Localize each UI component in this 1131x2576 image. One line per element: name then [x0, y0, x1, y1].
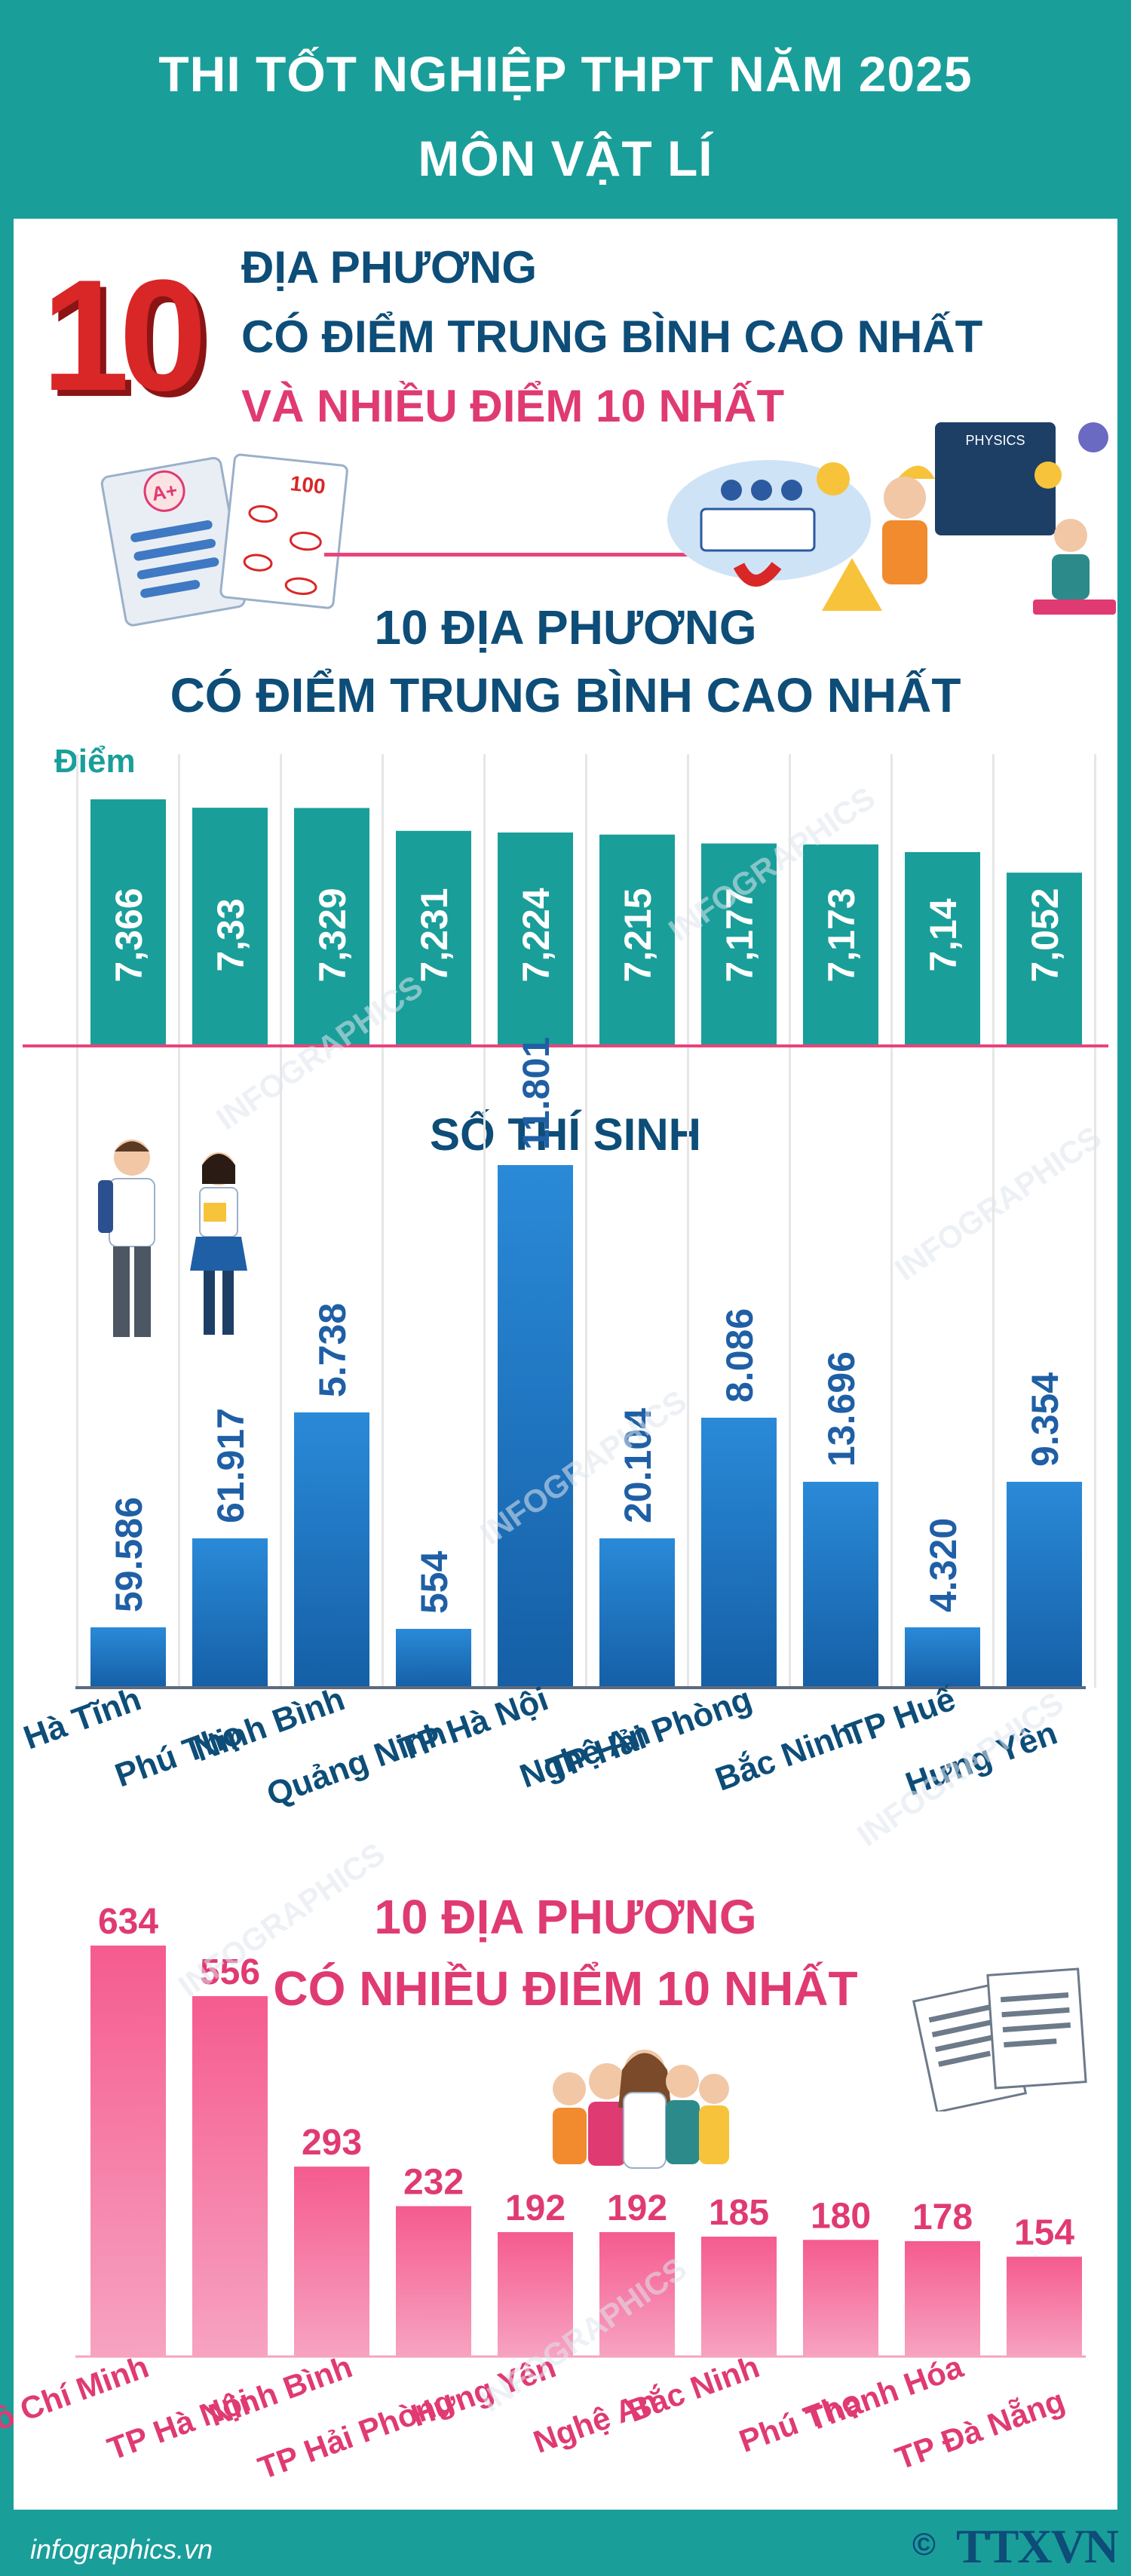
score10-x-label: Bắc Ninh	[623, 2348, 764, 2428]
paper-grade-text: A+	[150, 479, 179, 505]
candidates-value-label: 11.801	[515, 1037, 557, 1150]
score10-bar	[701, 2236, 777, 2357]
intro-line3: VÀ NHIỀU ĐIỂM 10 NHẤT	[241, 381, 785, 431]
score10-value-label: 293	[302, 2123, 362, 2163]
candidates-bar	[905, 1627, 980, 1688]
score10-bar	[599, 2231, 675, 2357]
score-bar	[905, 851, 980, 1044]
score-bar	[90, 799, 166, 1044]
score10-value-label: 178	[912, 2197, 973, 2237]
students-group-illustration	[553, 2050, 729, 2169]
section1-y-axis-label: Điểm	[54, 743, 136, 780]
score-bar	[498, 832, 573, 1044]
candidates-value-label: 61.917	[210, 1408, 252, 1523]
score10-value-label: 154	[1014, 2213, 1074, 2253]
candidates-bar	[498, 1165, 573, 1688]
frame-left	[0, 0, 14, 2576]
candidates-value-label: 4.320	[922, 1518, 964, 1612]
watermark-text: INFOGRAPHICS	[172, 1835, 391, 2004]
big-ten-number: 10	[41, 247, 207, 424]
score-value-label: 7,231	[413, 888, 455, 982]
score-value-label: 7,052	[1024, 888, 1066, 982]
section1-title: 10 ĐỊA PHƯƠNG	[374, 600, 757, 655]
frame-right	[1117, 0, 1131, 2576]
candidates-bar	[1007, 1482, 1082, 1688]
candidates-value-label: 20.104	[617, 1408, 659, 1523]
candidates-x-label: Bắc Ninh	[710, 1713, 858, 1798]
score-bar	[701, 843, 777, 1044]
score-bar	[1007, 872, 1082, 1044]
students-illustration	[98, 1139, 247, 1337]
score10-value-label: 232	[403, 2163, 464, 2203]
physics-board-text: PHYSICS	[965, 433, 1025, 448]
candidates-value-label: 13.696	[820, 1351, 863, 1467]
candidates-value-label: 9.354	[1024, 1372, 1066, 1467]
score-value-label: 7,215	[617, 888, 659, 982]
score-bar	[192, 808, 268, 1044]
intro-line2: CÓ ĐIỂM TRUNG BÌNH CAO NHẤT	[241, 311, 983, 362]
score-value-label: 7,33	[210, 898, 252, 971]
watermark-text: INFOGRAPHICS	[888, 1119, 1108, 1287]
score10-value-label: 185	[709, 2193, 769, 2233]
candidates-bar	[701, 1418, 777, 1688]
score10-bar	[905, 2240, 980, 2357]
score-value-label: 7,14	[922, 898, 964, 972]
exam-sheets-illustration	[912, 1967, 1087, 2111]
header-title-line1: THI TỐT NGHIỆP THPT NĂM 2025	[158, 46, 973, 102]
score10-bar	[192, 1996, 268, 2357]
section3-subtitle: CÓ NHIỀU ĐIỂM 10 NHẤT	[273, 1961, 858, 2016]
section3-title: 10 ĐỊA PHƯƠNG	[374, 1890, 757, 1944]
candidates-value-label: 5.738	[311, 1303, 354, 1397]
score10-bar	[1007, 2256, 1082, 2357]
header-banner: THI TỐT NGHIỆP THPT NĂM 2025 MÔN VẬT LÍ	[0, 0, 1131, 219]
paper-score-text: 100	[289, 471, 326, 498]
score10-value-label: 192	[505, 2188, 566, 2228]
candidates-value-label: 59.586	[108, 1497, 150, 1612]
score-bar	[294, 808, 369, 1044]
score10-bar	[90, 1946, 166, 2357]
candidates-value-label: 8.086	[719, 1308, 761, 1403]
score-value-label: 7,173	[820, 888, 863, 982]
header-title-line2: MÔN VẬT LÍ	[418, 130, 713, 186]
score-value-label: 7,329	[311, 888, 354, 982]
score-bar	[803, 844, 878, 1044]
score10-bar	[803, 2240, 878, 2357]
score-value-label: 7,177	[719, 888, 761, 982]
footer-bar	[0, 2510, 1131, 2576]
section1-subtitle: CÓ ĐIỂM TRUNG BÌNH CAO NHẤT	[170, 668, 961, 722]
physics-lab-illustration: PHYSICS	[667, 422, 1116, 615]
score-value-label: 7,224	[515, 888, 557, 982]
score-bar	[396, 830, 471, 1044]
score-bar	[599, 834, 675, 1044]
score10-value-label: 192	[607, 2188, 667, 2228]
score10-bar	[396, 2206, 471, 2357]
ttxvn-logo: TTXVN	[956, 2519, 1119, 2573]
footer-website: infographics.vn	[30, 2534, 213, 2565]
score10-bar	[498, 2231, 573, 2357]
score10-value-label: 556	[200, 1952, 260, 1992]
candidates-value-label: 554	[413, 1550, 455, 1614]
candidates-x-label: Hà Tĩnh	[19, 1680, 146, 1756]
copyright-symbol: ©	[912, 2526, 936, 2562]
intro-line1: ĐỊA PHƯƠNG	[241, 242, 538, 293]
score10-value-label: 634	[98, 1902, 158, 1942]
score10-x-label: Ninh Bình	[204, 2348, 357, 2433]
pink-separator-line	[324, 553, 837, 557]
candidates-bar	[90, 1627, 166, 1688]
section2-title: SỐ THÍ SINH	[429, 1109, 702, 1160]
score10-bar	[294, 2167, 369, 2357]
score10-value-label: 180	[811, 2196, 871, 2236]
exam-papers-illustration: A+ 100	[100, 453, 348, 627]
candidates-bar	[294, 1412, 369, 1688]
candidates-bar	[803, 1482, 878, 1688]
candidates-x-label: TP Huế	[841, 1680, 961, 1754]
candidates-bar	[396, 1629, 471, 1688]
score-value-label: 7,366	[108, 888, 150, 982]
candidates-bar	[192, 1538, 268, 1688]
candidates-bar	[599, 1538, 675, 1688]
